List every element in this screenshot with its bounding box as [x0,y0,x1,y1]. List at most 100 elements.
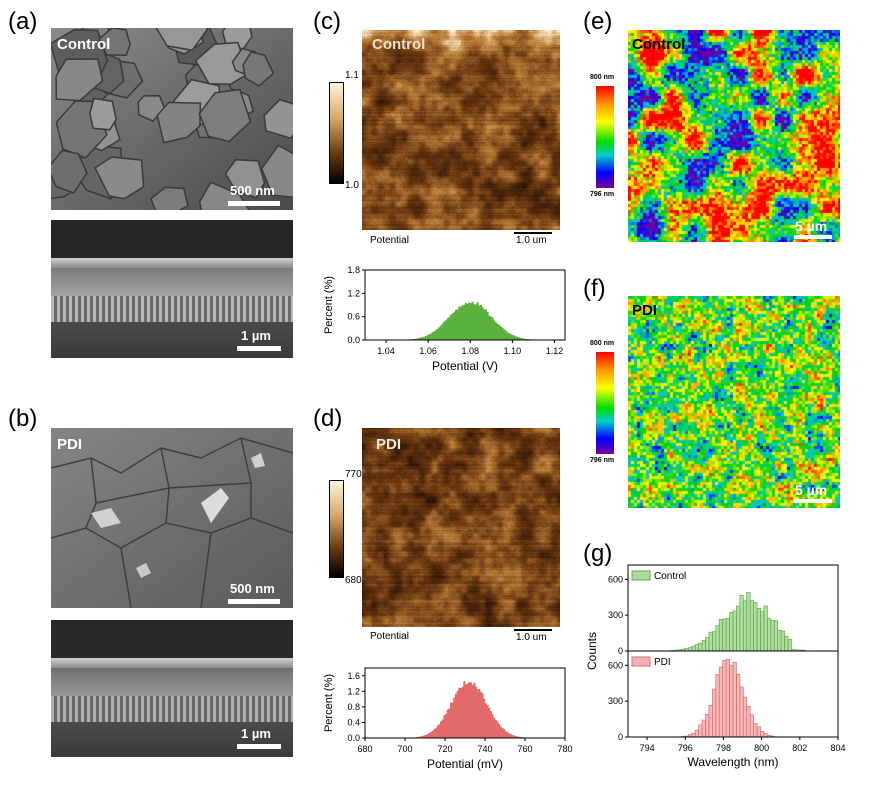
x-tick-label: 1.04 [377,346,395,356]
hist-bar [520,337,522,340]
y-tick-label: 1.2 [347,686,360,696]
hist-bar [498,324,501,340]
grain [94,156,145,200]
kpfm-canvas-c [362,30,560,230]
hist-bar [491,317,494,340]
hist-bar [455,309,457,340]
hist-bar [430,333,432,340]
hist-bar [433,331,436,340]
hist-bar [760,611,765,652]
hist-bar [423,336,426,340]
hist-bar [418,338,421,340]
hist-bar [701,639,706,652]
x-tick-label: 780 [557,744,572,754]
grain [51,149,88,194]
hist-bar [503,729,506,738]
plot-frame [364,269,566,341]
hist-bar [498,724,501,738]
hist-bar [708,705,713,738]
hist-bar [513,335,516,340]
y-tick-label: 1.2 [347,288,360,298]
hist-bar [493,717,496,738]
hist-bar [476,302,479,340]
hist-bar [465,302,467,340]
hist-bar [760,731,765,738]
hist-bar [763,733,768,738]
panel-label-d: (d) [313,405,343,432]
hist-bar [483,309,486,340]
hist-bar [420,736,422,738]
panel-label-b: (b) [8,405,38,432]
hist-bar [480,691,482,738]
y-tick-label: 600 [608,574,623,584]
hist-bar [475,686,477,738]
hist-bar [453,312,456,340]
hist-bar [421,337,424,340]
hist-bar [466,303,469,340]
hist-bar [436,725,439,738]
y-tick-label: 1.6 [347,671,360,681]
pl-f-scale-bar [794,499,832,503]
hist-bar [505,731,507,738]
hist-bar [488,315,491,340]
sem-a-scale-bar [228,201,280,206]
grain [149,186,189,210]
hist-bar [460,306,462,340]
hist-bar [443,321,446,340]
x-axis-label: Wavelength (nm) [688,755,779,769]
hist-bar [780,630,785,652]
pl-canvas-f [628,296,840,508]
cbar-e-max: 800 nm [590,74,615,81]
hist-bar [460,688,462,738]
sem-a-cross-scale-label: 1 µm [241,328,271,343]
hist-bar [463,681,466,738]
hist-bar [503,329,506,340]
x-tick-label: 1.08 [461,346,479,356]
y-tick-label: 1.8 [347,265,360,275]
hist-bar [470,303,472,340]
hist-bar [435,728,437,738]
hist-bar [481,307,484,340]
hist-bar [739,595,744,652]
hist-c: 1.04 1.06 1.08 1.10 1.12 0.0 0.6 1.2 1.8 Potentia… [323,265,566,373]
cbar-e [596,86,614,188]
hist-bar [441,719,444,738]
y-tick-label: 0.6 [347,312,360,322]
hist-bar [445,713,447,738]
sem-a-scale-label: 500 nm [230,183,275,198]
y-tick-label: 0.8 [347,702,360,712]
hist-bar [521,338,524,340]
hist-bar [511,734,514,738]
hist-bar [787,638,792,652]
hist-bar [694,729,699,738]
sem-grains-a [51,28,293,210]
panel-label-a: (a) [8,8,38,35]
panel-label-e: (e) [583,8,613,35]
hist-bar [485,309,487,340]
kpfm-c-scale-bar [514,232,552,234]
grain [260,144,293,199]
y-axis-label: Counts [585,632,599,670]
kpfm-d-title: PDI [376,436,402,453]
hist-bar [515,336,517,340]
hist-bar [476,689,479,738]
hist-bar [426,734,429,738]
hist-bar [501,327,504,340]
hist-bar [446,709,449,738]
hist-bar [456,309,459,340]
sem-cross-pdi: 1 µm [51,620,293,757]
hist-bar [431,332,434,340]
hist-bar [749,600,754,652]
hist-bar [435,329,437,340]
hist-bar [471,301,474,340]
hist-bar [756,726,761,738]
hist-bar [773,620,779,652]
hist-bar [485,703,487,738]
hist-bar [756,607,761,652]
grain [194,41,250,86]
hist-bar [523,338,526,340]
pl-map-control: Control 5 µm [628,30,840,242]
grain [263,98,293,140]
hist-bar [722,660,727,738]
hist-bar [438,724,441,738]
